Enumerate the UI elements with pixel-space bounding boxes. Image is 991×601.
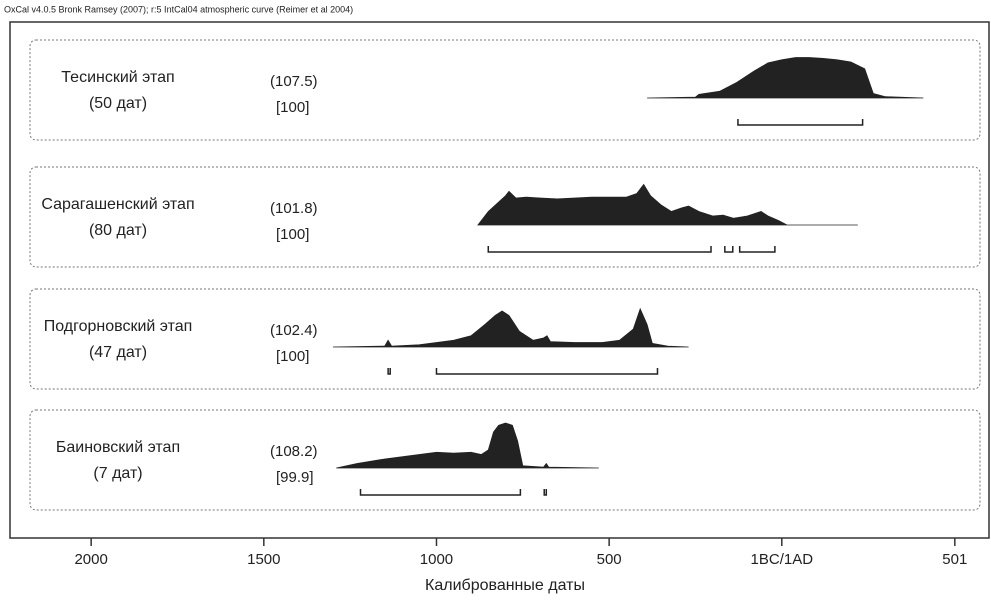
panel-count: (50 дат) <box>89 95 147 112</box>
probability-distribution <box>336 422 599 469</box>
range-bracket <box>359 489 522 496</box>
probability-distribution <box>647 57 924 99</box>
range-bracket <box>543 489 548 496</box>
header: OxCal v4.0.5 Bronk Ramsey (2007); r:5 In… <box>4 4 353 14</box>
panel-count: (80 дат) <box>89 222 147 239</box>
probability-distribution <box>477 183 858 226</box>
overall-agreement: [99.9] <box>276 469 314 486</box>
panel-box <box>29 39 981 141</box>
probability-distribution <box>332 307 689 348</box>
agreement: (102.4) <box>270 322 318 339</box>
agreement: (108.2) <box>270 443 318 460</box>
x-axis-label: Калиброванные даты <box>425 577 585 594</box>
x-tick-label: 1BC/1AD <box>751 551 814 568</box>
range-bracket <box>738 246 776 253</box>
range-bracket <box>724 246 734 253</box>
x-tick-label: 2000 <box>74 551 107 568</box>
panel-name: Сарагашенский этап <box>41 196 194 213</box>
overall-agreement: [100] <box>276 99 309 116</box>
x-tick-label: 1500 <box>247 551 280 568</box>
agreement: (107.5) <box>270 73 318 90</box>
panel-box <box>29 409 981 511</box>
panel-name: Баиновский этап <box>56 439 180 456</box>
panel-name: Подгорновский этап <box>44 318 193 335</box>
panel-count: (7 дат) <box>93 465 142 482</box>
overall-agreement: [100] <box>276 226 309 243</box>
panel-box <box>29 166 981 268</box>
x-tick-label: 500 <box>597 551 622 568</box>
agreement: (101.8) <box>270 200 318 217</box>
panel-box <box>29 288 981 390</box>
panel-count: (47 дат) <box>89 344 147 361</box>
range-bracket <box>387 368 391 375</box>
range-bracket <box>435 368 659 375</box>
range-bracket <box>737 119 864 126</box>
overall-agreement: [100] <box>276 348 309 365</box>
x-tick-label: 501 <box>942 551 967 568</box>
plot-frame <box>9 21 990 539</box>
range-bracket <box>487 246 712 253</box>
x-tick-label: 1000 <box>420 551 453 568</box>
panel-name: Тесинский этап <box>61 69 174 86</box>
